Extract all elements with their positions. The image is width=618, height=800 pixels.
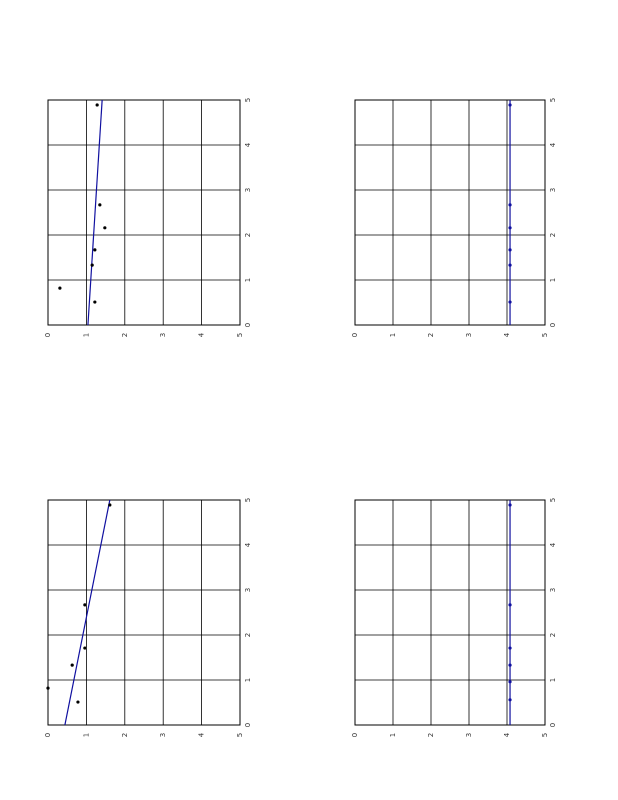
chart: 0 1 2 3 4 5 0 1 2 3 4 5	[351, 98, 557, 337]
data-point	[83, 646, 87, 650]
x-tick-label: 2	[244, 233, 252, 237]
data-point	[90, 263, 94, 267]
plot-frame	[354, 99, 546, 326]
data-point	[58, 286, 62, 290]
x-tick-label: 3	[549, 588, 557, 592]
x-tick-label: 3	[549, 188, 557, 192]
data-point	[508, 646, 512, 650]
data-point	[70, 663, 74, 667]
y-tick-label: 2	[121, 733, 129, 737]
y-tick-label: 0	[44, 733, 52, 737]
data-point	[508, 698, 512, 702]
y-tick-label: 5	[236, 333, 244, 337]
data-point	[98, 203, 102, 207]
plot-frame	[47, 499, 241, 726]
x-tick-label: 4	[244, 542, 252, 547]
y-tick-label: 3	[159, 733, 167, 737]
data-point	[508, 103, 512, 107]
data-point	[508, 603, 512, 607]
data-point	[76, 700, 80, 704]
y-tick-label: 3	[159, 333, 167, 337]
y-tick-label: 0	[44, 333, 52, 337]
y-tick-label: 5	[541, 733, 549, 737]
data-point	[93, 300, 97, 304]
data-point	[508, 248, 512, 252]
y-tick-label: 0	[351, 733, 359, 737]
data-point	[508, 503, 512, 507]
y-tick-label: 4	[198, 332, 206, 337]
x-tick-label: 2	[549, 233, 557, 237]
y-tick-label: 2	[427, 333, 435, 337]
y-tick-label: 5	[541, 333, 549, 337]
plot-frame	[47, 99, 241, 326]
y-tick-label: 5	[236, 733, 244, 737]
data-point	[508, 203, 512, 207]
fit-line	[87, 99, 103, 326]
data-point	[46, 686, 50, 690]
data-point	[83, 603, 87, 607]
x-tick-label: 5	[244, 498, 252, 502]
x-tick-label: 1	[244, 278, 252, 282]
y-tick-label: 2	[427, 733, 435, 737]
x-tick-label: 1	[549, 278, 557, 282]
data-point	[508, 263, 512, 267]
fit-line	[64, 499, 111, 726]
data-point	[108, 503, 112, 507]
data-point	[508, 680, 512, 684]
x-tick-label: 0	[549, 323, 557, 327]
y-tick-label: 4	[503, 332, 511, 337]
x-tick-label: 2	[244, 633, 252, 637]
x-tick-label: 0	[549, 723, 557, 727]
x-tick-label: 5	[549, 98, 557, 102]
data-point	[508, 663, 512, 667]
x-tick-label: 3	[244, 188, 252, 192]
y-tick-label: 3	[465, 733, 473, 737]
y-tick-label: 1	[389, 733, 397, 737]
y-tick-label: 0	[351, 333, 359, 337]
y-tick-label: 4	[503, 732, 511, 737]
chart: 0 1 2 3 4 5 0 1 2 3 4 5	[44, 498, 252, 737]
chart: 0 1 2 3 4 5 0 1 2 3 4 5	[44, 98, 252, 337]
y-tick-label: 1	[389, 333, 397, 337]
x-tick-label: 1	[549, 678, 557, 682]
y-tick-label: 1	[82, 733, 90, 737]
x-tick-label: 5	[549, 498, 557, 502]
y-tick-label: 1	[82, 333, 90, 337]
x-tick-label: 0	[244, 723, 252, 727]
x-tick-label: 2	[549, 633, 557, 637]
plot-frame	[354, 499, 546, 726]
x-tick-label: 4	[549, 142, 557, 147]
data-point	[508, 300, 512, 304]
x-tick-label: 5	[244, 98, 252, 102]
x-tick-label: 1	[244, 678, 252, 682]
chart: 0 1 2 3 4 5 0 1 2 3 4 5	[351, 498, 557, 737]
x-tick-label: 4	[244, 142, 252, 147]
data-point	[103, 226, 107, 230]
data-point	[93, 248, 97, 252]
y-tick-label: 2	[121, 333, 129, 337]
data-point	[508, 226, 512, 230]
x-tick-label: 4	[549, 542, 557, 547]
y-tick-label: 3	[465, 333, 473, 337]
data-point	[95, 103, 99, 107]
x-tick-label: 0	[244, 323, 252, 327]
y-tick-label: 4	[198, 732, 206, 737]
x-tick-label: 3	[244, 588, 252, 592]
